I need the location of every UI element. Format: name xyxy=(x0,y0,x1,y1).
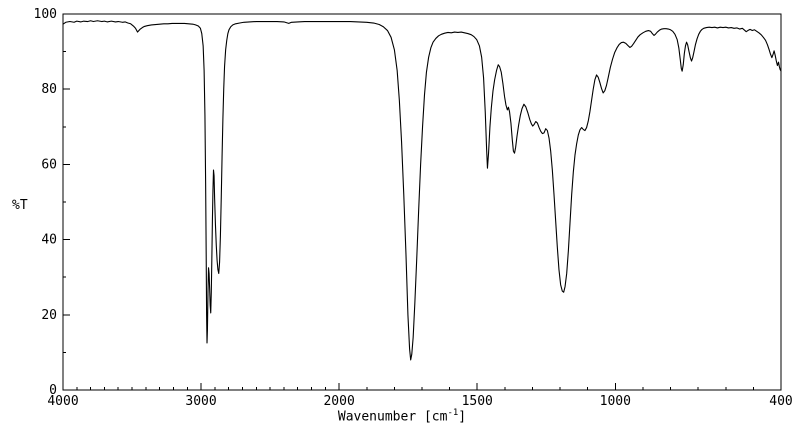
y-axis-ticks xyxy=(63,13,70,391)
x-axis-label-main: Wavenumber [cm xyxy=(337,409,448,425)
x-tick-label: 2000 xyxy=(323,394,354,409)
x-axis-label-superscript: -1 xyxy=(447,408,459,418)
x-tick-label: 3000 xyxy=(185,394,216,409)
y-axis-label: %T xyxy=(12,198,28,213)
x-tick-label: 4000 xyxy=(47,394,78,409)
x-tick-label: 1500 xyxy=(462,394,493,409)
x-axis-label-close: ] xyxy=(458,409,467,425)
x-axis-ticks xyxy=(62,383,782,390)
x-tick-label: 1000 xyxy=(600,394,631,409)
y-tick-label: 80 xyxy=(41,82,57,97)
x-tick-label: 400 xyxy=(769,394,792,409)
y-tick-label: 20 xyxy=(41,308,57,323)
y-tick-label: 0 xyxy=(49,383,57,398)
y-tick-label: 40 xyxy=(41,233,57,248)
x-axis-label: Wavenumber [cm-1] xyxy=(22,408,782,424)
plot-border xyxy=(62,13,782,391)
y-tick-label: 100 xyxy=(34,7,57,22)
spectrum-curve xyxy=(62,20,782,361)
y-tick-label: 60 xyxy=(41,157,57,172)
